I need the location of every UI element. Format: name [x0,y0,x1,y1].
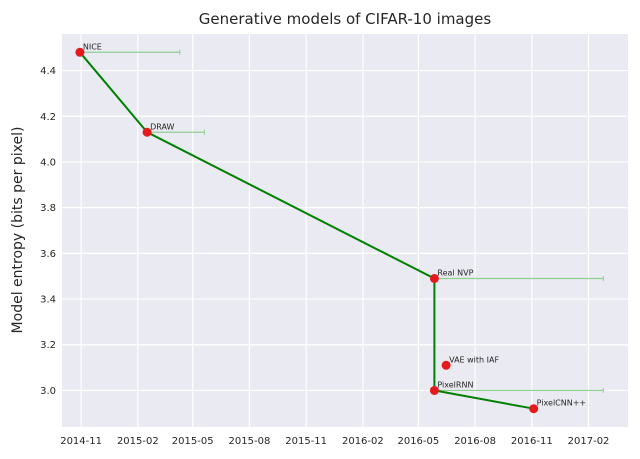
chart-title: Generative models of CIFAR-10 images [199,10,492,28]
data-point [142,127,152,137]
data-point [429,273,439,283]
x-tick-label: 2015-11 [285,436,327,447]
x-tick-label: 2016-08 [454,436,496,447]
data-points [75,47,539,414]
y-tick-label: 3.4 [40,295,56,306]
point-label: DRAW [150,122,174,131]
x-tick-label: 2016-11 [511,436,553,447]
x-tick-label: 2015-02 [117,436,159,447]
plot-area [62,34,628,427]
data-point [429,385,439,395]
x-tick-label: 2017-02 [568,436,610,447]
range-lines [79,49,604,393]
y-tick-label: 4.4 [40,66,56,77]
point-label: PixelRNN [437,380,473,389]
grid [62,34,628,427]
point-label: NICE [83,42,102,51]
y-tick-label: 3.6 [40,249,56,260]
x-axis-ticks: 2014-11 2015-02 2015-05 2015-08 2015-11 2016-… [60,436,609,447]
data-point [529,404,539,414]
point-label: Real NVP [437,268,473,277]
y-tick-label: 4.2 [40,112,56,123]
point-label: PixelCNN++ [537,399,586,408]
y-axis-ticks: 3.0 3.2 3.4 3.6 3.8 4.0 4.2 4.4 [40,66,56,397]
y-tick-label: 4.0 [40,157,56,168]
x-tick-label: 2016-05 [397,436,439,447]
y-tick-label: 3.2 [40,340,56,351]
y-tick-label: 3.0 [40,386,56,397]
point-label: VAE with IAF [449,355,499,364]
point-labels: NICE DRAW Real NVP VAE with IAF PixelRNN Pixe… [83,42,586,407]
y-axis-label: Model entropy (bits per pixel) [10,127,26,334]
data-point [441,360,451,370]
y-tick-label: 3.8 [40,203,56,214]
x-tick-label: 2014-11 [60,436,102,447]
x-tick-label: 2015-08 [229,436,271,447]
x-tick-label: 2016-02 [342,436,384,447]
x-tick-label: 2015-05 [172,436,214,447]
data-point [75,47,85,57]
